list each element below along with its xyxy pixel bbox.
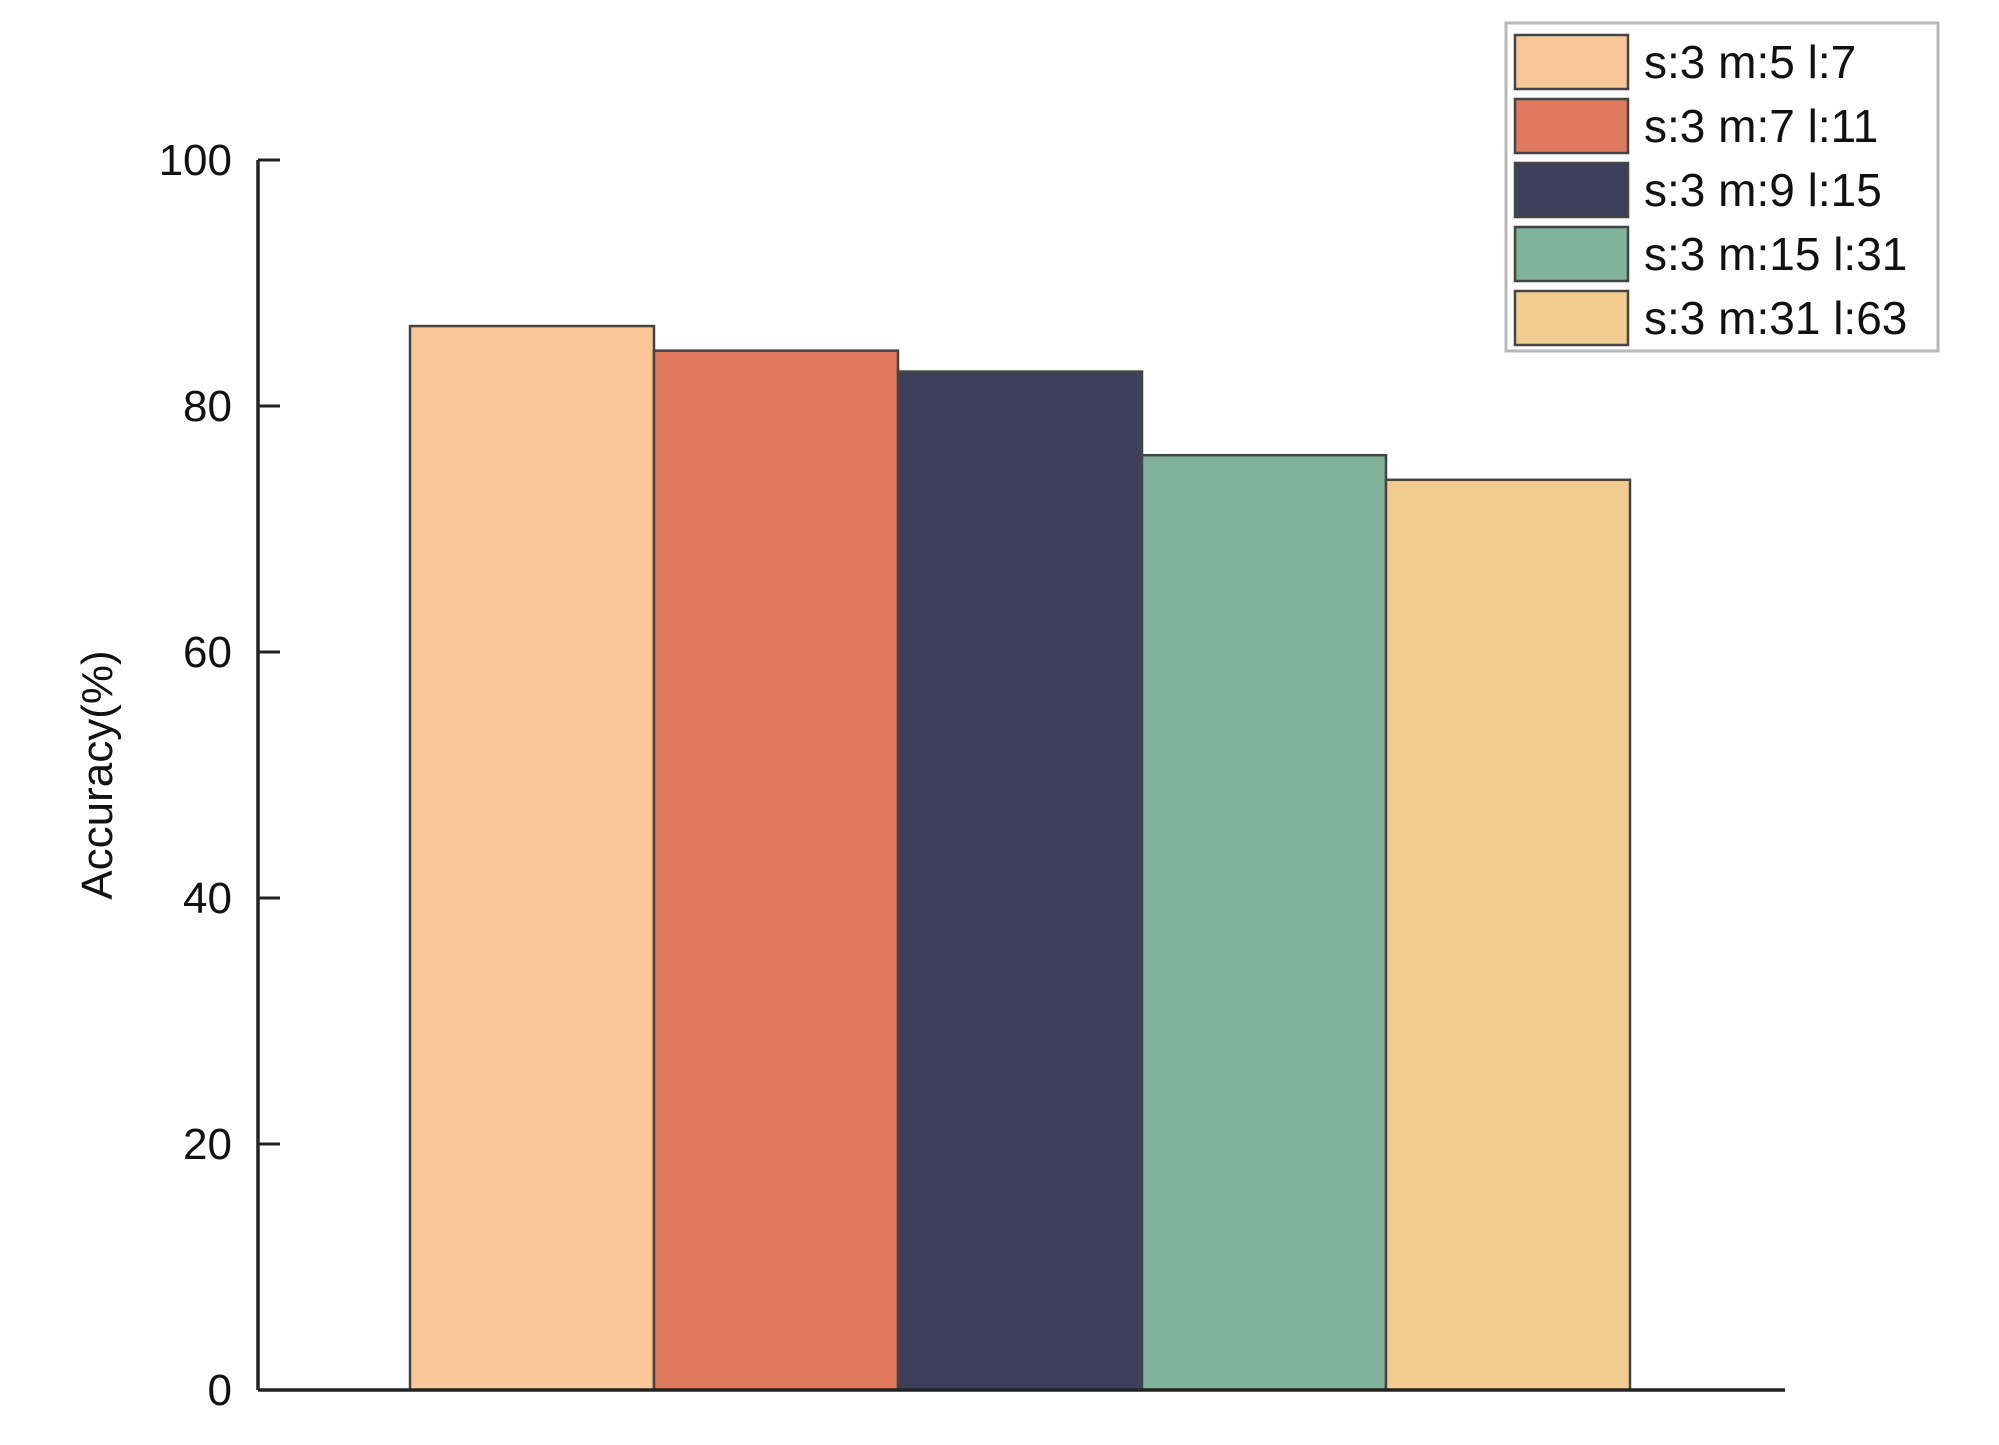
legend-swatch-4 [1513, 225, 1630, 283]
legend-swatch-5 [1513, 289, 1630, 347]
y-axis-label: Accuracy(%) [73, 650, 122, 899]
y-tick-label-60: 60 [183, 628, 232, 677]
y-tick-label-80: 80 [183, 382, 232, 431]
bars-group [408, 324, 1632, 1392]
bar-4 [1140, 453, 1388, 1392]
y-tick-label-0: 0 [208, 1366, 232, 1415]
bar-5 [1384, 478, 1632, 1392]
bar-1 [408, 324, 656, 1392]
y-tick-label-40: 40 [183, 874, 232, 923]
legend-label-1: s:3 m:5 l:7 [1644, 36, 1856, 88]
bar-3 [896, 370, 1144, 1392]
legend-label-3: s:3 m:9 l:15 [1644, 164, 1882, 216]
legend: s:3 m:5 l:7 s:3 m:7 l:11 s:3 m:9 l:15 s:3 m… [1504, 21, 1940, 353]
legend-swatch-3 [1513, 161, 1630, 219]
legend-swatch-2 [1513, 97, 1630, 155]
legend-label-5: s:3 m:31 l:63 [1644, 292, 1907, 344]
y-tick-label-100: 100 [159, 136, 232, 185]
bar-2 [652, 349, 900, 1392]
y-tick-label-20: 20 [183, 1120, 232, 1169]
axes-group: 0 20 40 60 80 100 [159, 136, 1785, 1415]
legend-label-4: s:3 m:15 l:31 [1644, 228, 1907, 280]
legend-swatch-1 [1513, 33, 1630, 91]
legend-label-2: s:3 m:7 l:11 [1644, 100, 1878, 152]
